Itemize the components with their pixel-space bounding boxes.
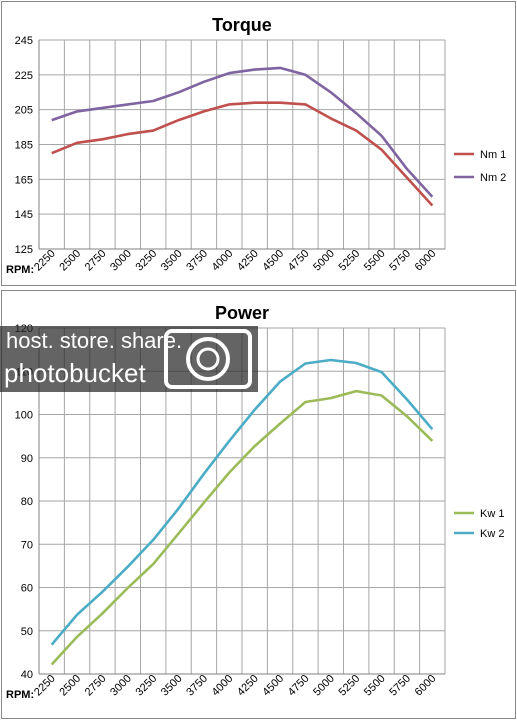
x-tick-label: 3000 [108, 673, 134, 699]
x-tick-label: 2250 [32, 248, 58, 274]
x-tick-label: 4750 [286, 673, 312, 699]
legend-label: Nm 1 [480, 149, 506, 161]
x-tick-label: 5000 [311, 248, 337, 274]
x-tick-label: 4500 [260, 673, 286, 699]
legend-label: Nm 2 [480, 172, 506, 184]
x-tick-label: 5000 [311, 673, 337, 699]
watermark-brand: photobucket [4, 358, 146, 388]
y-tick-label: 100 [15, 410, 33, 422]
camera-icon [164, 329, 252, 389]
x-tick-label: 4750 [286, 248, 312, 274]
x-tick-label: 3750 [184, 248, 210, 274]
series-line [50, 389, 434, 666]
legend-label: Kw 2 [480, 528, 504, 540]
x-tick-label: 5750 [387, 673, 413, 699]
legend-label: Kw 1 [480, 508, 504, 520]
y-tick-label: 205 [15, 105, 33, 117]
x-tick-label: 2750 [83, 673, 109, 699]
x-tick-label: 3250 [134, 248, 160, 274]
x-tick-label: 5500 [362, 673, 388, 699]
x-tick-label: 5250 [337, 248, 363, 274]
x-tick-label: 2250 [32, 673, 58, 699]
y-tick-label: 80 [21, 496, 33, 508]
x-tick-label: 2750 [83, 248, 109, 274]
x-axis-label: RPM: [6, 264, 34, 276]
x-tick-label: 6000 [413, 673, 439, 699]
series-line [51, 101, 434, 207]
x-axis-label: RPM: [6, 689, 34, 701]
x-tick-label: 4250 [235, 248, 261, 274]
x-tick-label: 5750 [387, 248, 413, 274]
y-tick-label: 40 [21, 669, 33, 681]
x-tick-label: 6000 [413, 248, 439, 274]
series-line [51, 66, 434, 198]
y-tick-label: 50 [21, 626, 33, 638]
chart-title: Torque [212, 15, 272, 35]
x-tick-label: 3500 [159, 673, 185, 699]
y-tick-label: 165 [15, 174, 33, 186]
chart-title: Power [215, 303, 269, 323]
x-tick-label: 4250 [235, 673, 261, 699]
y-tick-label: 225 [15, 70, 33, 82]
y-tick-label: 70 [21, 539, 33, 551]
y-tick-label: 145 [15, 209, 33, 221]
series-line [50, 358, 434, 646]
x-tick-label: 5250 [337, 673, 363, 699]
watermark-tagline: host. store. share. [6, 328, 183, 353]
x-tick-label: 4000 [210, 673, 236, 699]
x-tick-label: 3750 [184, 673, 210, 699]
x-tick-label: 2500 [57, 248, 83, 274]
y-tick-label: 60 [21, 583, 33, 595]
x-tick-label: 5500 [362, 248, 388, 274]
x-tick-label: 4500 [260, 248, 286, 274]
x-tick-label: 4000 [210, 248, 236, 274]
y-tick-label: 245 [15, 35, 33, 47]
y-tick-label: 90 [21, 453, 33, 465]
x-tick-label: 3000 [108, 248, 134, 274]
y-tick-label: 125 [15, 244, 33, 256]
x-tick-label: 3250 [134, 673, 160, 699]
torque-chart-panel: Torque 125 145 165 185 205 225 245 2250 2500 2750 3… [1, 1, 516, 286]
y-tick-label: 185 [15, 140, 33, 152]
x-tick-label: 3500 [159, 248, 185, 274]
photobucket-watermark: host. store. share. photobucket [0, 326, 258, 392]
x-tick-label: 2500 [57, 673, 83, 699]
